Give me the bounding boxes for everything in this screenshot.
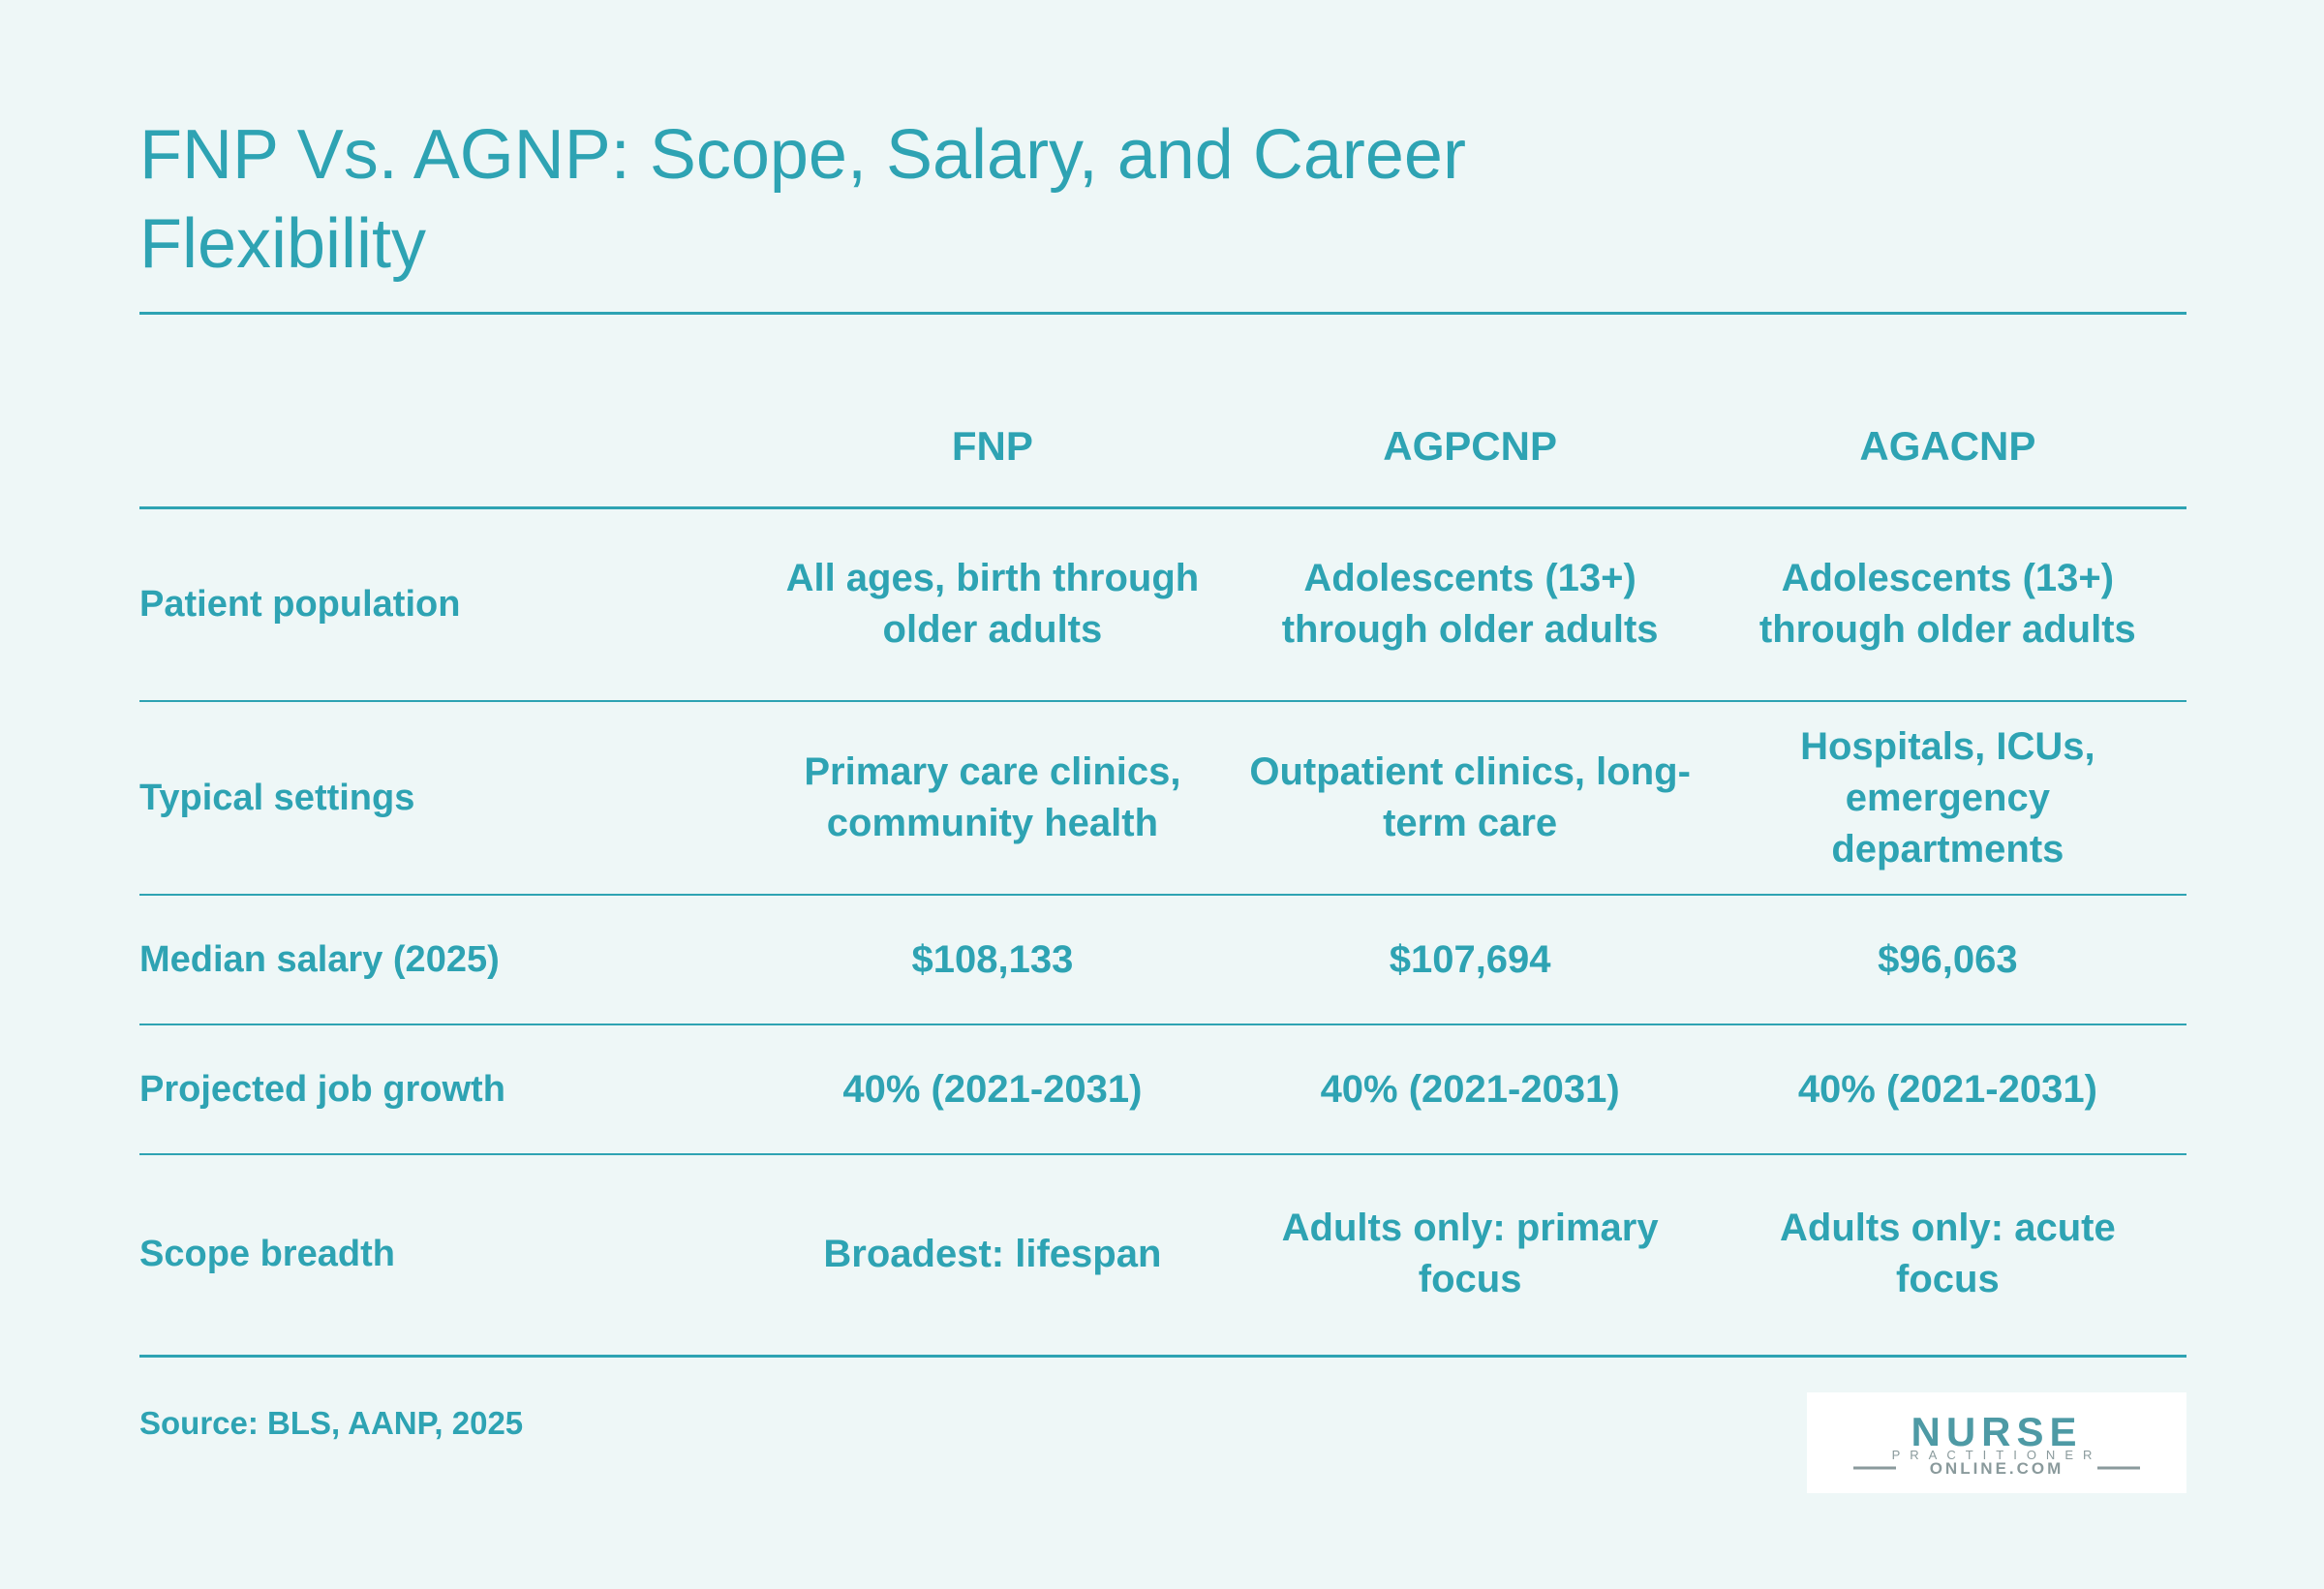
- table-cell: 40% (2021-2031): [753, 1024, 1232, 1155]
- table-cell: Hospitals, ICUs, emergency departments: [1708, 701, 2186, 896]
- row-label: Typical settings: [139, 701, 754, 896]
- logo-line-3: ONLINE.COM: [1930, 1459, 2064, 1478]
- table-cell: $108,133: [753, 895, 1232, 1025]
- column-header-fnp: FNP: [753, 387, 1232, 509]
- table-cell: Primary care clinics, community health: [753, 701, 1232, 896]
- logo-graphic: NURSE PRACTITIONER ONLINE.COM: [1853, 1409, 2140, 1478]
- logo-line-1: NURSE: [1911, 1409, 2082, 1454]
- column-header-empty: [139, 387, 754, 509]
- table-cell: All ages, birth through older adults: [753, 507, 1232, 702]
- table-cell: 40% (2021-2031): [1708, 1024, 2186, 1155]
- row-label: Scope breadth: [139, 1233, 395, 1274]
- logo-line-2: PRACTITIONER: [1892, 1448, 2102, 1462]
- table-cell: Adolescents (13+) through older adults: [1708, 507, 2186, 702]
- table-cell: Broadest: lifespan: [823, 1232, 1162, 1275]
- page-title: FNP Vs. AGNP: Scope, Salary, and Career …: [139, 116, 1466, 283]
- row-label: Median salary (2025): [139, 895, 754, 1025]
- table-cell: Outpatient clinics, long-term care: [1231, 701, 1709, 896]
- table-header-row: FNP AGPCNP AGACNP: [139, 387, 2186, 509]
- table-row: Patient population All ages, birth throu…: [139, 507, 2186, 702]
- source-note: Source: BLS, AANP, 2025: [139, 1405, 524, 1441]
- title-divider: [139, 312, 2186, 315]
- nurse-practitioner-online-logo: NURSE PRACTITIONER ONLINE.COM: [1807, 1392, 2186, 1493]
- column-header-agacnp: AGACNP: [1708, 387, 2186, 509]
- table-row: Scope breadth Broadest: lifespan Adults …: [139, 1154, 2186, 1353]
- table-cell: Adults only: acute focus: [1780, 1207, 2116, 1300]
- table-row: Median salary (2025) $108,133 $107,694 $…: [139, 895, 2186, 1025]
- table-row: Projected job growth 40% (2021-2031) 40%…: [139, 1024, 2186, 1155]
- table-cell: $107,694: [1231, 895, 1709, 1025]
- table-cell: $96,063: [1708, 895, 2186, 1025]
- row-label: Patient population: [139, 507, 754, 702]
- table-cell: Adults only: primary focus: [1281, 1207, 1659, 1300]
- table-cell: 40% (2021-2031): [1231, 1024, 1709, 1155]
- table-row: Typical settings Primary care clinics, c…: [139, 701, 2186, 896]
- table-cell: Adolescents (13+) through older adults: [1231, 507, 1709, 702]
- column-header-agpcnp: AGPCNP: [1231, 387, 1709, 509]
- comparison-table: FNP AGPCNP AGACNP Patient population All…: [139, 387, 2186, 1353]
- row-label: Projected job growth: [139, 1024, 754, 1155]
- bottom-divider: [139, 1355, 2186, 1358]
